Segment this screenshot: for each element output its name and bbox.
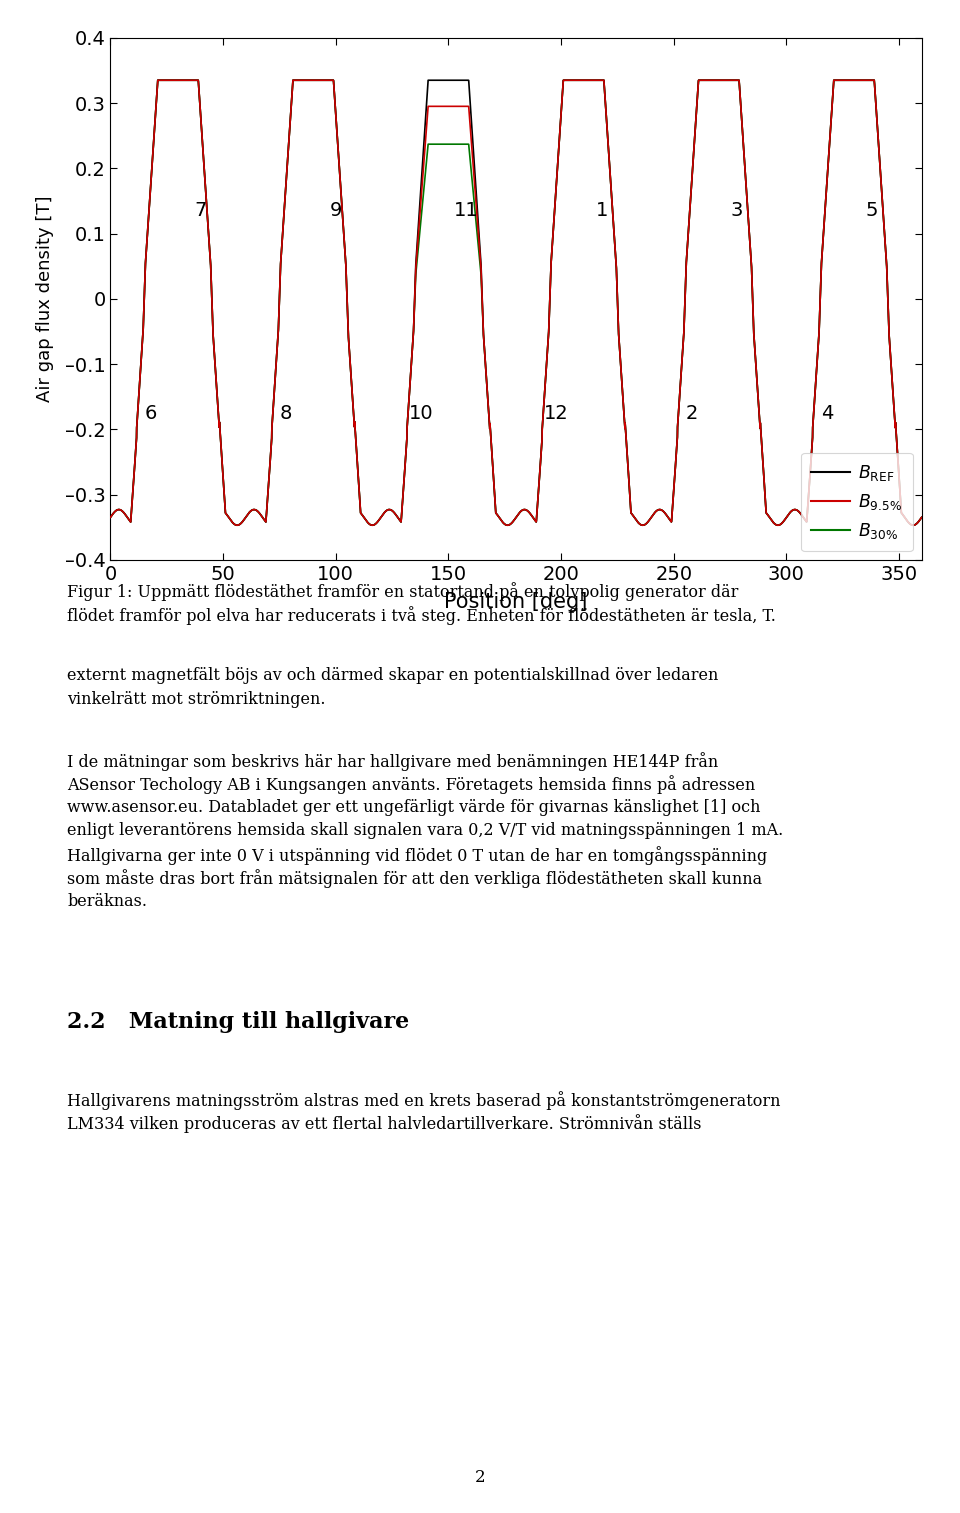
Legend: $B_{\rm REF}$, $B_{9.5\%}$, $B_{30\%}$: $B_{\rm REF}$, $B_{9.5\%}$, $B_{30\%}$ (801, 452, 913, 551)
Text: 11: 11 (454, 201, 479, 221)
Text: 3: 3 (731, 201, 743, 221)
Text: ASensor Techology AB i Kungsangen använts. Företagets hemsida finns på adressen: ASensor Techology AB i Kungsangen använt… (67, 775, 756, 794)
Text: 6: 6 (145, 404, 157, 422)
Text: 1: 1 (595, 201, 608, 221)
X-axis label: Position [deg]: Position [deg] (444, 592, 588, 611)
Text: 2: 2 (685, 404, 698, 422)
Text: externt magnetfält böjs av och därmed skapar en potentialskillnad över ledaren: externt magnetfält böjs av och därmed sk… (67, 667, 719, 684)
Text: 4: 4 (821, 404, 833, 422)
Text: 12: 12 (544, 404, 569, 422)
Text: Hallgivarens matningsström alstras med en krets baserad på konstantströmgenerato: Hallgivarens matningsström alstras med e… (67, 1091, 780, 1109)
Text: enligt leverantörens hemsida skall signalen vara 0,2 V/T vid matningsspänningen : enligt leverantörens hemsida skall signa… (67, 823, 783, 840)
Text: 9: 9 (329, 201, 342, 221)
Y-axis label: Air gap flux density [T]: Air gap flux density [T] (36, 195, 54, 402)
Text: beräknas.: beräknas. (67, 893, 147, 909)
Text: flödet framför pol elva har reducerats i två steg. Enheten för flödestätheten är: flödet framför pol elva har reducerats i… (67, 607, 776, 625)
Text: Hallgivarna ger inte 0 V i utspänning vid flödet 0 T utan de har en tomgångsspän: Hallgivarna ger inte 0 V i utspänning vi… (67, 846, 767, 864)
Text: 8: 8 (280, 404, 293, 422)
Text: som måste dras bort från mätsignalen för att den verkliga flödestätheten skall k: som måste dras bort från mätsignalen för… (67, 868, 762, 888)
Text: I de mätningar som beskrivs här har hallgivare med benämningen HE144P från: I de mätningar som beskrivs här har hall… (67, 752, 718, 770)
Text: 7: 7 (194, 201, 206, 221)
Text: www.asensor.eu. Databladet ger ett ungefärligt värde för givarnas känslighet [1]: www.asensor.eu. Databladet ger ett ungef… (67, 799, 760, 816)
Text: 2: 2 (474, 1469, 486, 1486)
Text: 5: 5 (866, 201, 878, 221)
Text: 10: 10 (409, 404, 434, 422)
Text: vinkelrätt mot strömriktningen.: vinkelrätt mot strömriktningen. (67, 690, 325, 708)
Text: Figur 1: Uppmätt flödestäthet framför en statortand på en tolvpolig generator dä: Figur 1: Uppmätt flödestäthet framför en… (67, 583, 738, 601)
Text: 2.2   Matning till hallgivare: 2.2 Matning till hallgivare (67, 1011, 410, 1033)
Text: LM334 vilken produceras av ett flertal halvledartillverkare. Strömnivån ställs: LM334 vilken produceras av ett flertal h… (67, 1114, 702, 1133)
